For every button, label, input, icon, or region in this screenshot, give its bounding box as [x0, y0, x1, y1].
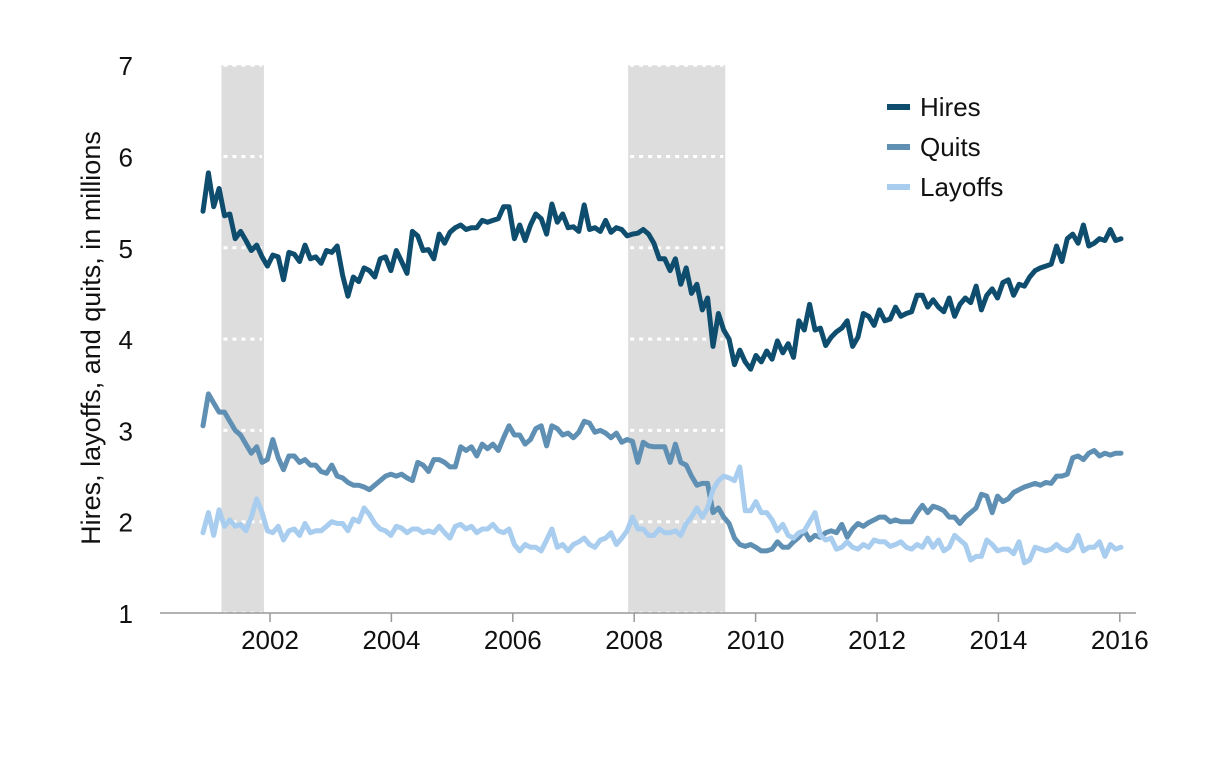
y-axis-ticks: 1 2 3 4 5 6 7: [119, 51, 133, 629]
x-tick-label: 2016: [1091, 625, 1149, 655]
legend: Hires Quits Layoffs: [887, 92, 1003, 202]
x-tick-label: 2002: [241, 625, 299, 655]
x-axis-ticks: 2002 2004 2006 2008 2010 2012 2014 2016: [241, 613, 1149, 655]
series-line-quits: [200, 391, 1124, 554]
series-line-hires: [200, 170, 1124, 372]
y-tick-label: 2: [119, 508, 133, 538]
x-tick-label: 2006: [484, 625, 542, 655]
legend-label: Layoffs: [920, 172, 1003, 202]
x-tick-label: 2012: [848, 625, 906, 655]
legend-label: Quits: [920, 132, 981, 162]
x-tick-label: 2004: [362, 625, 420, 655]
y-tick-label: 7: [119, 51, 133, 81]
series-lines: [200, 170, 1124, 566]
y-axis-title: Hires, layoffs, and quits, in millions: [76, 131, 106, 545]
y-tick-label: 3: [119, 416, 133, 446]
y-tick-label: 5: [119, 234, 133, 264]
y-tick-label: 6: [119, 143, 133, 173]
x-tick-label: 2010: [727, 625, 785, 655]
x-tick-label: 2014: [969, 625, 1027, 655]
y-tick-label: 4: [119, 325, 133, 355]
y-tick-label: 1: [119, 599, 133, 629]
series-line-layoffs: [200, 464, 1124, 566]
legend-label: Hires: [920, 92, 981, 122]
x-tick-label: 2008: [605, 625, 663, 655]
